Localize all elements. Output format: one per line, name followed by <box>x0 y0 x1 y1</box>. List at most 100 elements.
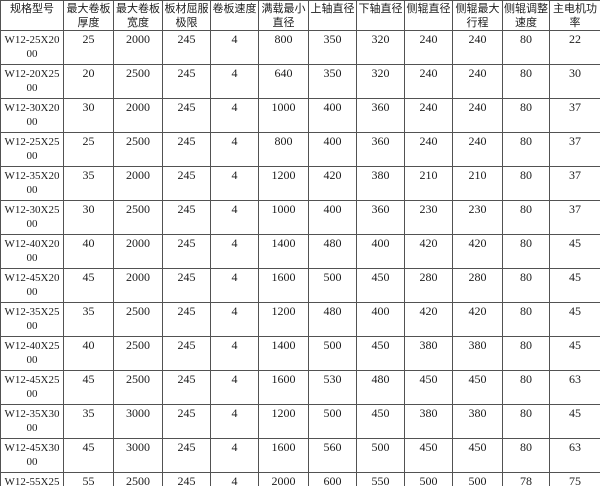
value-cell: 800 <box>258 132 309 167</box>
value-cell: 240 <box>452 98 503 133</box>
value-cell: 560 <box>308 438 357 473</box>
value-cell: 550 <box>356 472 405 486</box>
table-row: W12-25X2000 25 2000 245 4 800 350 320 240 240 80 22 <box>0 30 600 65</box>
value-cell: 240 <box>404 64 453 99</box>
value-cell: 80 <box>502 30 550 65</box>
value-cell: 240 <box>452 132 503 167</box>
column-header: 规格型号 <box>0 0 64 31</box>
value-cell: 45 <box>63 370 114 405</box>
table-row: W12-35X3000 35 3000 245 4 1200 500 450 380 380 80 4… <box>0 404 600 439</box>
value-cell: 4 <box>210 98 259 133</box>
value-cell: 360 <box>356 98 405 133</box>
value-cell: 400 <box>356 234 405 269</box>
value-cell: 2000 <box>113 166 163 201</box>
value-cell: 3000 <box>113 404 163 439</box>
value-cell: 640 <box>258 64 309 99</box>
value-cell: 500 <box>452 472 503 486</box>
value-cell: 2500 <box>113 132 163 167</box>
value-cell: 80 <box>502 98 550 133</box>
value-cell: 1600 <box>258 438 309 473</box>
value-cell: 4 <box>210 404 259 439</box>
value-cell: 530 <box>308 370 357 405</box>
table-body: W12-25X2000 25 2000 245 4 800 350 320 240 240 80 22… <box>0 30 600 486</box>
model-cell: W12-45X2000 <box>0 268 64 303</box>
model-cell: W12-20X2500 <box>0 64 64 99</box>
value-cell: 1200 <box>258 404 309 439</box>
value-cell: 400 <box>356 302 405 337</box>
value-cell: 450 <box>452 370 503 405</box>
model-cell: W12-55X2500 <box>0 472 64 486</box>
value-cell: 480 <box>308 302 357 337</box>
header-row: 规格型号 最大卷板厚度 最大卷板宽度 板材屈服极限 卷板速度 满载最小直径 上轴直径 下轴直径… <box>0 0 600 31</box>
value-cell: 230 <box>404 200 453 235</box>
value-cell: 30 <box>549 64 600 99</box>
column-header: 侧辊直径 <box>404 0 453 31</box>
value-cell: 230 <box>452 200 503 235</box>
value-cell: 500 <box>308 404 357 439</box>
value-cell: 4 <box>210 200 259 235</box>
value-cell: 280 <box>404 268 453 303</box>
column-header: 满载最小直径 <box>258 0 309 31</box>
model-cell: W12-25X2500 <box>0 132 64 167</box>
value-cell: 420 <box>404 234 453 269</box>
value-cell: 280 <box>452 268 503 303</box>
column-header: 最大卷板宽度 <box>113 0 163 31</box>
model-cell: W12-40X2000 <box>0 234 64 269</box>
table-row: W12-30X2500 30 2500 245 4 1000 400 360 230 230 80 3… <box>0 200 600 235</box>
table-row: W12-30X2000 30 2000 245 4 1000 400 360 240 240 80 3… <box>0 98 600 133</box>
value-cell: 1600 <box>258 370 309 405</box>
table-row: W12-35X2500 35 2500 245 4 1200 480 400 420 420 80 4… <box>0 302 600 337</box>
model-cell: W12-40X2500 <box>0 336 64 371</box>
value-cell: 80 <box>502 64 550 99</box>
table-row: W12-40X2000 40 2000 245 4 1400 480 400 420 420 80 4… <box>0 234 600 269</box>
value-cell: 37 <box>549 132 600 167</box>
table-row: W12-45X3000 45 3000 245 4 1600 560 500 450 450 80 6… <box>0 438 600 473</box>
value-cell: 500 <box>356 438 405 473</box>
value-cell: 2000 <box>113 234 163 269</box>
value-cell: 2500 <box>113 64 163 99</box>
value-cell: 245 <box>162 98 211 133</box>
value-cell: 420 <box>404 302 453 337</box>
value-cell: 450 <box>356 404 405 439</box>
value-cell: 2000 <box>258 472 309 486</box>
value-cell: 240 <box>404 132 453 167</box>
table-row: W12-25X2500 25 2500 245 4 800 400 360 240 240 80 37 <box>0 132 600 167</box>
value-cell: 25 <box>63 30 114 65</box>
value-cell: 80 <box>502 438 550 473</box>
value-cell: 45 <box>549 302 600 337</box>
value-cell: 4 <box>210 370 259 405</box>
value-cell: 240 <box>404 98 453 133</box>
value-cell: 25 <box>63 132 114 167</box>
table-row: W12-45X2500 45 2500 245 4 1600 530 480 450 450 80 6… <box>0 370 600 405</box>
table-row: W12-20X2500 20 2500 245 4 640 350 320 240 240 80 30 <box>0 64 600 99</box>
model-cell: W12-30X2000 <box>0 98 64 133</box>
value-cell: 350 <box>308 64 357 99</box>
value-cell: 2500 <box>113 302 163 337</box>
value-cell: 80 <box>502 404 550 439</box>
value-cell: 245 <box>162 472 211 486</box>
value-cell: 1000 <box>258 98 309 133</box>
model-cell: W12-30X2500 <box>0 200 64 235</box>
value-cell: 4 <box>210 166 259 201</box>
value-cell: 80 <box>502 336 550 371</box>
value-cell: 20 <box>63 64 114 99</box>
value-cell: 1000 <box>258 200 309 235</box>
value-cell: 245 <box>162 234 211 269</box>
value-cell: 37 <box>549 200 600 235</box>
value-cell: 400 <box>308 98 357 133</box>
value-cell: 420 <box>308 166 357 201</box>
value-cell: 210 <box>452 166 503 201</box>
value-cell: 380 <box>452 336 503 371</box>
model-cell: W12-45X3000 <box>0 438 64 473</box>
value-cell: 245 <box>162 336 211 371</box>
value-cell: 245 <box>162 268 211 303</box>
column-header: 最大卷板厚度 <box>63 0 114 31</box>
value-cell: 500 <box>308 268 357 303</box>
value-cell: 2000 <box>113 30 163 65</box>
model-cell: W12-25X2000 <box>0 30 64 65</box>
value-cell: 55 <box>63 472 114 486</box>
value-cell: 1200 <box>258 166 309 201</box>
value-cell: 1400 <box>258 234 309 269</box>
table-row: W12-55X250055250024542000600550500500787… <box>0 472 600 486</box>
